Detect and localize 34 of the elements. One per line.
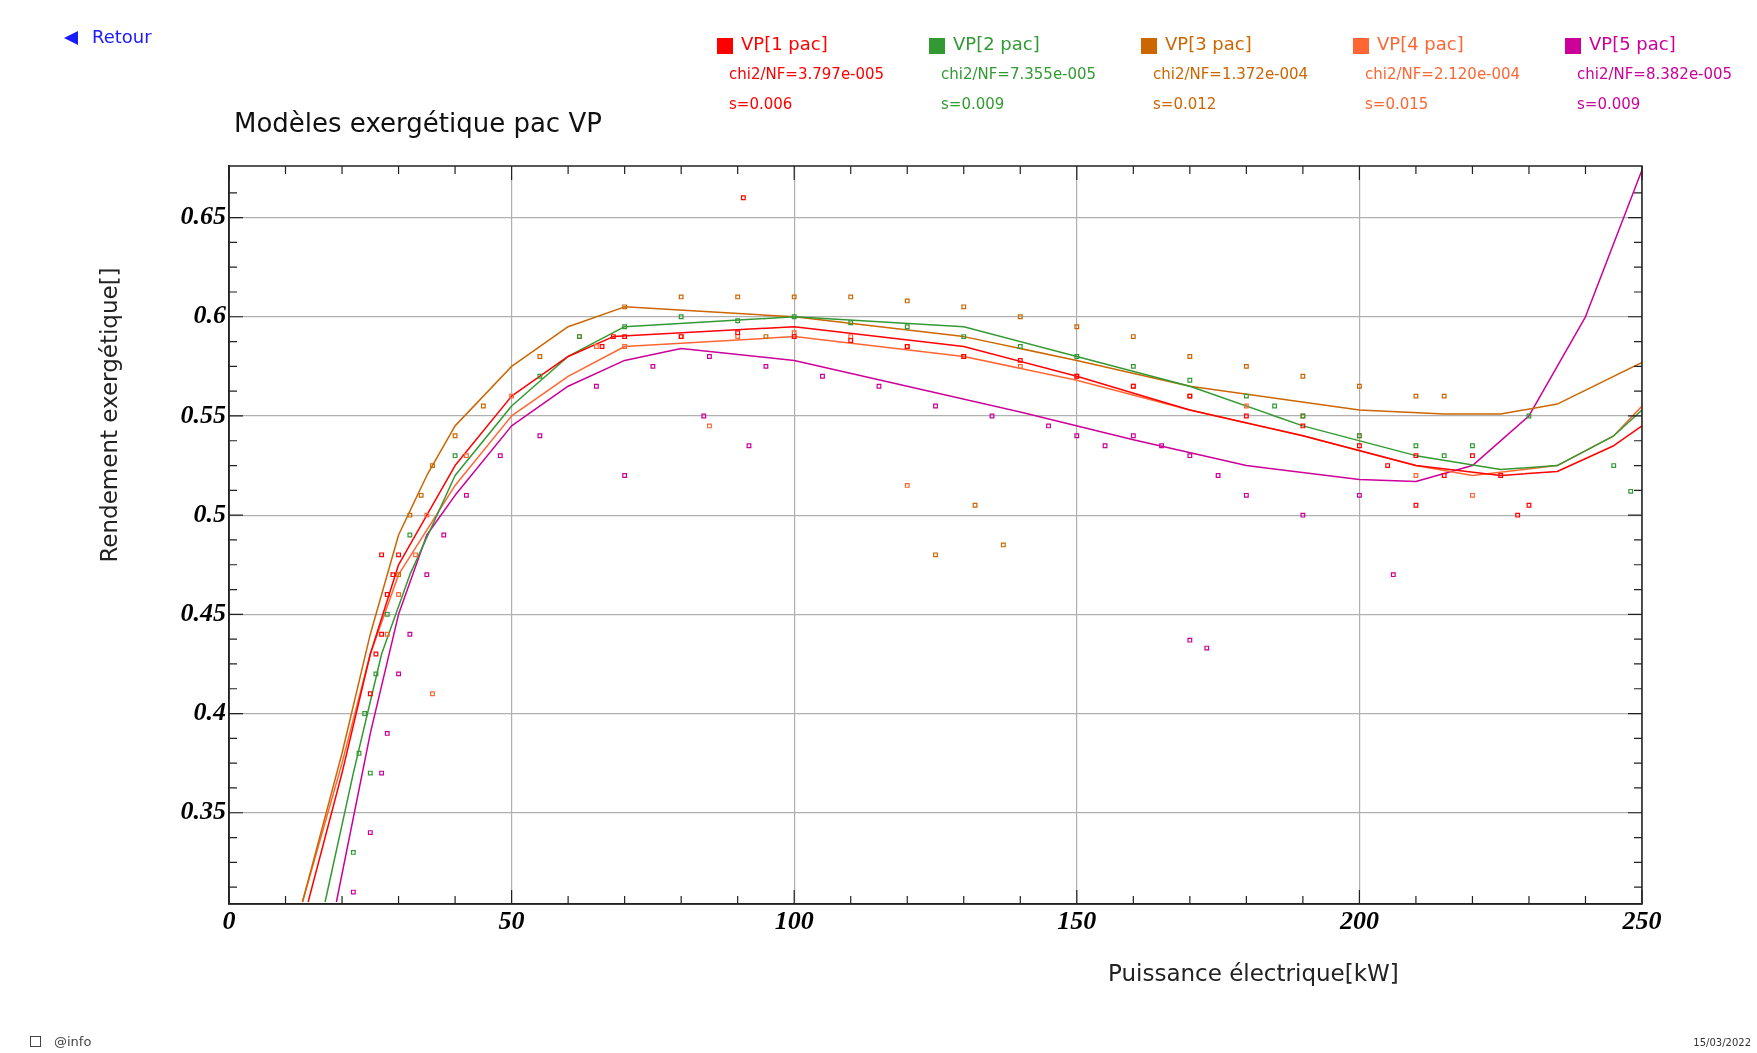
y-tick-label: 0.6 (193, 300, 226, 330)
x-tick-label: 250 (1621, 906, 1662, 936)
y-tick-label: 0.4 (193, 697, 226, 727)
legend-label: VP[5 pac] (1589, 33, 1676, 54)
y-axis-title: Rendement exergétique[] (96, 267, 122, 563)
chart-title: Modèles exergétique pac VP (234, 108, 602, 138)
text: chi2/NF=7.355e-005 (941, 65, 1097, 83)
x-tick-label: 150 (1057, 906, 1097, 936)
text: s=0.015 (1365, 95, 1429, 113)
legend-label: VP[3 pac] (1165, 33, 1252, 54)
text: chi2/NF=8.382e-005 (1577, 65, 1733, 83)
legend-label: VP[1 pac] (741, 33, 828, 54)
x-axis-title: Puissance électrique[kW] (1108, 960, 1399, 986)
x-tick-label: 50 (498, 906, 525, 936)
text: 15/03/2022 (1693, 1037, 1751, 1048)
y-tick-label: 0.45 (180, 598, 226, 628)
y-tick-label: 0.5 (193, 498, 226, 528)
text: s=0.009 (941, 95, 1005, 113)
y-tick-label: 0.35 (180, 796, 226, 826)
text: Retour (92, 26, 152, 47)
y-tick-label: 0.55 (180, 399, 226, 429)
text: s=0.012 (1153, 95, 1217, 113)
text: s=0.009 (1577, 95, 1641, 113)
text: chi2/NF=3.797e-005 (729, 65, 885, 83)
legend-label: VP[4 pac] (1377, 33, 1464, 54)
x-tick-label: 0 (222, 906, 236, 936)
text: chi2/NF=2.120e-004 (1365, 65, 1521, 83)
legend-label: VP[2 pac] (953, 33, 1040, 54)
y-tick-label: 0.65 (180, 201, 226, 231)
text: s=0.006 (729, 95, 793, 113)
text: chi2/NF=1.372e-004 (1153, 65, 1309, 83)
x-tick-label: 100 (774, 906, 814, 936)
x-tick-label: 200 (1338, 906, 1379, 936)
text: @info (54, 1034, 92, 1049)
